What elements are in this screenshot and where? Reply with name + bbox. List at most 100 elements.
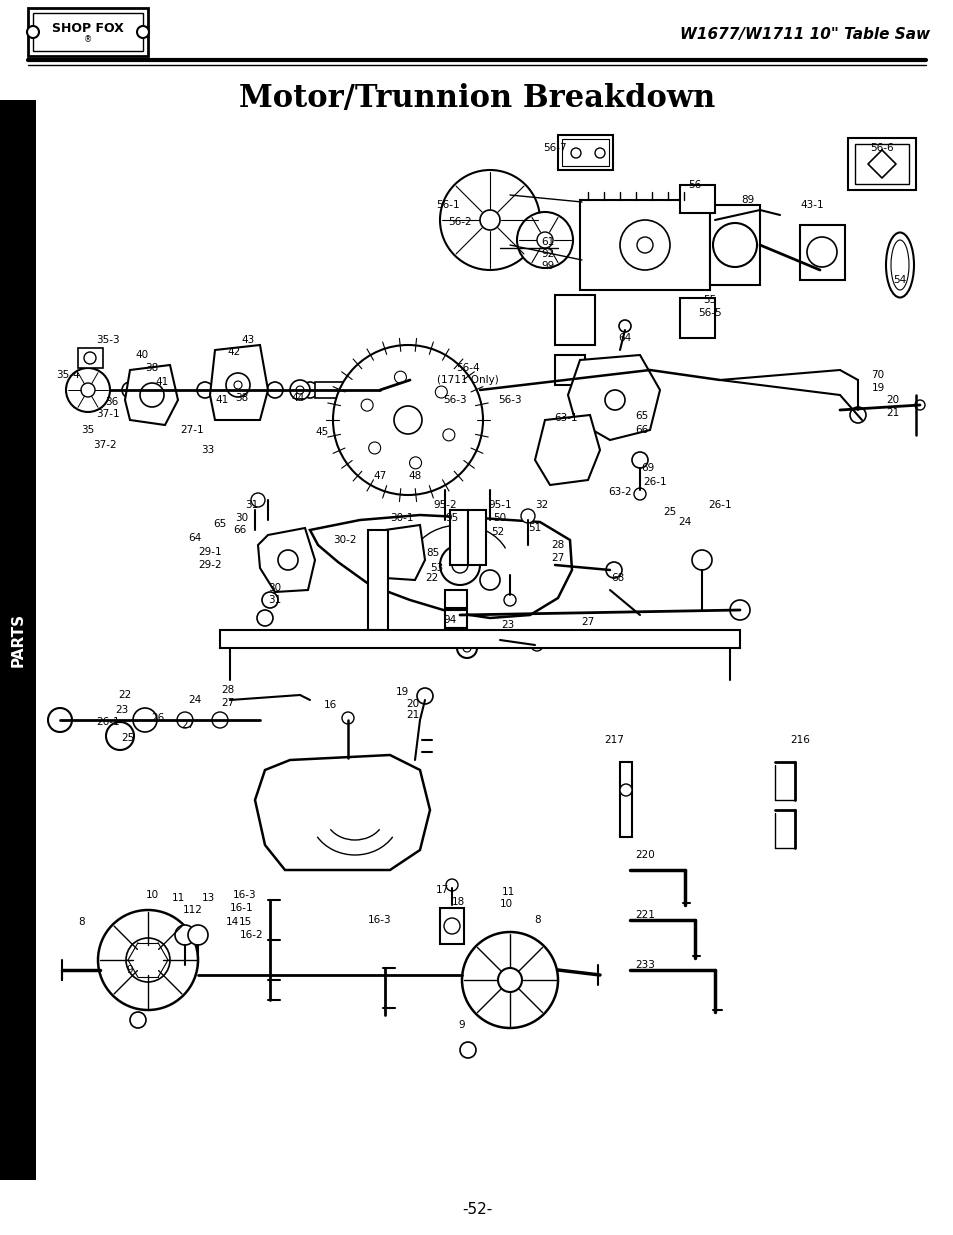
- Circle shape: [132, 708, 157, 732]
- Bar: [220, 630, 740, 648]
- Text: 8: 8: [78, 918, 85, 927]
- Text: 32: 32: [535, 500, 548, 510]
- Circle shape: [302, 382, 317, 398]
- Polygon shape: [310, 515, 572, 618]
- Circle shape: [140, 383, 164, 408]
- Text: 44: 44: [291, 393, 304, 403]
- Text: 26-1: 26-1: [707, 500, 731, 510]
- Bar: [444, 629, 467, 646]
- Circle shape: [637, 237, 652, 253]
- Circle shape: [341, 713, 354, 724]
- Text: 25: 25: [121, 734, 134, 743]
- Circle shape: [394, 372, 406, 383]
- Text: 15: 15: [238, 918, 252, 927]
- Text: 33: 33: [201, 445, 214, 454]
- Circle shape: [290, 380, 310, 400]
- Circle shape: [277, 550, 297, 571]
- Circle shape: [295, 387, 304, 394]
- Circle shape: [126, 939, 170, 982]
- Text: 17: 17: [435, 885, 448, 895]
- Text: 24: 24: [188, 695, 201, 705]
- Text: 68: 68: [611, 573, 624, 583]
- Text: 37-2: 37-2: [93, 440, 116, 450]
- Circle shape: [619, 784, 631, 797]
- Text: 56-6: 56-6: [869, 143, 893, 153]
- Text: 19: 19: [870, 383, 883, 393]
- Text: 64: 64: [618, 333, 631, 343]
- Circle shape: [133, 946, 162, 974]
- Circle shape: [605, 562, 621, 578]
- Text: 21: 21: [885, 408, 899, 417]
- Circle shape: [368, 442, 380, 454]
- Text: 31: 31: [268, 595, 281, 605]
- Circle shape: [409, 457, 421, 469]
- Circle shape: [537, 232, 553, 248]
- Text: 41: 41: [155, 377, 169, 387]
- Circle shape: [461, 932, 558, 1028]
- Bar: [314, 382, 345, 398]
- Text: 43: 43: [241, 335, 254, 345]
- Text: 14: 14: [225, 918, 238, 927]
- Text: 38: 38: [145, 363, 158, 373]
- Text: 66: 66: [635, 425, 648, 435]
- Bar: [558, 135, 613, 170]
- Text: 221: 221: [635, 910, 655, 920]
- Text: 27: 27: [551, 553, 564, 563]
- Text: ®: ®: [84, 36, 92, 44]
- Circle shape: [236, 382, 253, 398]
- Bar: [561, 140, 608, 165]
- Text: SHOP FOX: SHOP FOX: [52, 21, 124, 35]
- Polygon shape: [257, 529, 314, 592]
- Circle shape: [256, 610, 273, 626]
- Bar: [555, 295, 595, 345]
- Circle shape: [106, 722, 133, 750]
- Circle shape: [130, 1011, 146, 1028]
- Text: 65: 65: [635, 411, 648, 421]
- Text: 42: 42: [227, 347, 240, 357]
- Text: 35-4: 35-4: [56, 370, 80, 380]
- Text: 66: 66: [233, 525, 247, 535]
- Circle shape: [619, 220, 669, 270]
- Text: 35-3: 35-3: [96, 335, 120, 345]
- Circle shape: [394, 406, 421, 433]
- Circle shape: [462, 643, 471, 652]
- Polygon shape: [125, 366, 178, 425]
- Circle shape: [729, 600, 749, 620]
- Text: 16-3: 16-3: [233, 890, 256, 900]
- Text: -52-: -52-: [461, 1203, 492, 1218]
- Text: 27: 27: [181, 720, 194, 730]
- Polygon shape: [210, 345, 268, 420]
- Text: 43-1: 43-1: [800, 200, 823, 210]
- Bar: [709, 205, 760, 285]
- Bar: [679, 185, 714, 212]
- Text: 40: 40: [135, 350, 149, 359]
- Text: 220: 220: [635, 850, 654, 860]
- Text: 28: 28: [221, 685, 234, 695]
- Text: 47: 47: [373, 471, 386, 480]
- Circle shape: [84, 352, 96, 364]
- Text: 20: 20: [406, 699, 419, 709]
- Circle shape: [604, 390, 624, 410]
- Circle shape: [691, 550, 711, 571]
- Text: 20: 20: [885, 395, 899, 405]
- Text: 26: 26: [152, 713, 165, 722]
- Text: 22: 22: [425, 573, 438, 583]
- Text: 70: 70: [870, 370, 883, 380]
- Text: 56: 56: [688, 180, 700, 190]
- Text: 41: 41: [215, 395, 229, 405]
- Bar: [439, 908, 463, 944]
- Circle shape: [452, 557, 468, 573]
- Text: 85: 85: [426, 548, 439, 558]
- Text: 217: 217: [603, 735, 623, 745]
- Text: 22: 22: [118, 690, 132, 700]
- Bar: [800, 225, 844, 280]
- Text: 31: 31: [245, 500, 258, 510]
- Circle shape: [174, 925, 194, 945]
- Ellipse shape: [890, 240, 908, 290]
- Text: 25: 25: [662, 508, 676, 517]
- Text: 36: 36: [105, 396, 118, 408]
- Text: Motor/Trunnion Breakdown: Motor/Trunnion Breakdown: [238, 83, 715, 114]
- Circle shape: [517, 212, 573, 268]
- Bar: [579, 200, 709, 290]
- Text: 45: 45: [315, 427, 328, 437]
